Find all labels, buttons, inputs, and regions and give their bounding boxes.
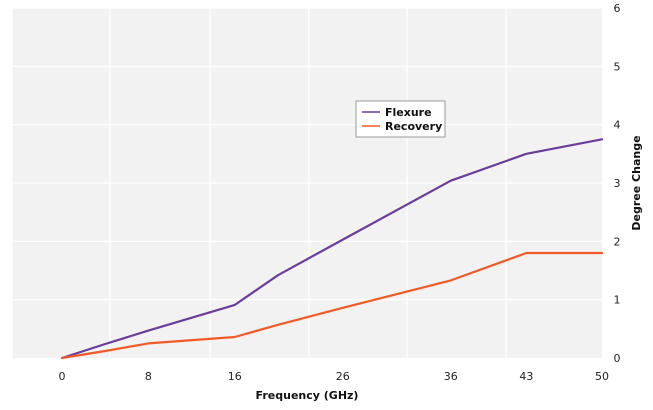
- legend-box: [355, 100, 446, 138]
- x-axis-title: Frequency (GHz): [256, 389, 359, 402]
- y-tick-label: 6: [614, 2, 621, 15]
- series-line-recovery: [60, 251, 604, 360]
- series-line-flexure: [60, 138, 604, 360]
- x-tick-label: 16: [228, 370, 242, 383]
- x-tick-label: 36: [444, 370, 458, 383]
- x-tick-label: 26: [336, 370, 350, 383]
- y-tick-label: 4: [614, 119, 621, 132]
- y-tick-label: 1: [614, 294, 621, 307]
- x-tick-label: 50: [595, 370, 609, 383]
- grid: [11, 7, 602, 358]
- x-tick-label: 8: [145, 370, 152, 383]
- y-axis-title: Degree Change: [630, 135, 643, 230]
- y-tick-label: 0: [614, 352, 621, 365]
- series-layer: [60, 138, 604, 360]
- y-tick-label: 2: [614, 235, 621, 248]
- y-tick-label: 3: [614, 177, 621, 190]
- legend-label-flexure: Flexure: [385, 106, 432, 119]
- x-tick-label: 43: [519, 370, 533, 383]
- legend-label-recovery: Recovery: [385, 120, 442, 133]
- y-axis-ticks: 0 1 2 3 4 5 6: [614, 2, 621, 365]
- y-tick-label: 5: [614, 60, 621, 73]
- x-axis-ticks: 0 8 16 26 36 43 50: [59, 370, 610, 383]
- x-tick-label: 0: [59, 370, 66, 383]
